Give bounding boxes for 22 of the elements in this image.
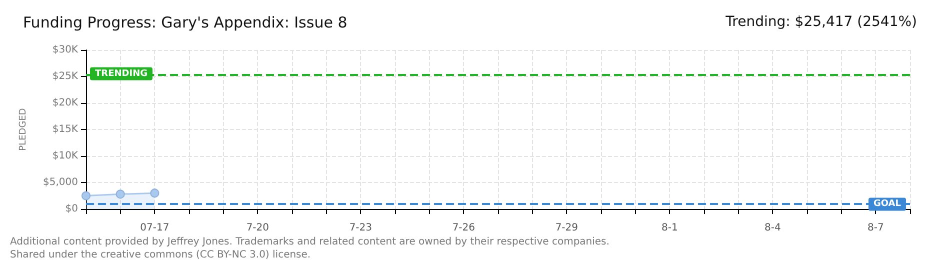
y-tick-label: $0: [65, 204, 78, 214]
text: Shared under the creative commons (CC BY-NC 3.0) license.: [10, 250, 311, 260]
x-tick-label: 8-4: [764, 222, 781, 234]
x-tick-label: 7-26: [452, 222, 476, 234]
y-tick-label: $25K: [52, 71, 78, 82]
x-tick-label: 8-7: [867, 222, 884, 234]
y-tick-label: $10K: [52, 150, 78, 162]
y-tick-label: $20K: [52, 98, 78, 108]
chart-subtitle: Trending: $25,417 (2541%): [724, 14, 918, 30]
x-tick-label: 7-23: [349, 222, 372, 234]
x-tick-label: 7-29: [555, 222, 578, 234]
y-axis-title: PLEDGED: [18, 108, 28, 151]
x-tick-label: 07-17: [140, 222, 170, 234]
y-tick-label: $5,000: [43, 177, 78, 188]
ref-line-label: TRENDING: [95, 68, 148, 79]
x-tick-label: 7-20: [246, 222, 270, 234]
y-tick-label: $15K: [52, 124, 78, 135]
chart-title: Funding Progress: Gary's Appendix: Issue 8: [23, 14, 348, 32]
y-tick-label: $30K: [52, 44, 78, 56]
x-tick-label: 8-1: [661, 222, 678, 234]
ref-line-label: GOAL: [874, 199, 902, 210]
text: Additional content provided by Jeffrey Jones. Trademarks and related content are owned by their respective companies.: [10, 236, 610, 248]
